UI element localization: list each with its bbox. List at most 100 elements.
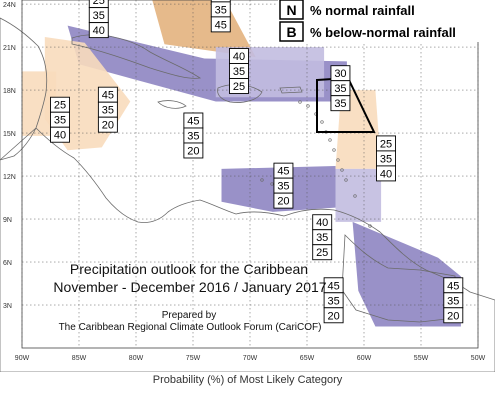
forecast-value: 40 bbox=[380, 168, 392, 180]
y-tick-label: 3N bbox=[3, 303, 12, 310]
forecast-value: 40 bbox=[233, 51, 245, 63]
axis-caption: Probability (%) of Most Likely Category bbox=[152, 374, 343, 386]
forecast-box-hispaniola: 40 35 25 bbox=[229, 48, 249, 94]
x-tick-label: 55W bbox=[414, 355, 429, 362]
x-tick-label: 70W bbox=[243, 355, 258, 362]
forecast-value: 35 bbox=[380, 153, 392, 165]
y-tick-label: 6N bbox=[3, 260, 12, 267]
forecast-value: 35 bbox=[447, 295, 459, 307]
island-mark bbox=[260, 178, 264, 182]
island-mark bbox=[336, 158, 340, 162]
forecast-cell bbox=[183, 142, 204, 159]
forecast-value: 40 bbox=[93, 25, 105, 37]
island-mark bbox=[368, 224, 372, 228]
forecast-boxes: 3545253540253540453520403525453520303535… bbox=[50, 0, 464, 324]
outlook-title-line1: Precipitation outlook for the Caribbean bbox=[70, 261, 308, 277]
forecast-value: 45 bbox=[215, 19, 227, 31]
forecast-value: 40 bbox=[54, 130, 66, 142]
island-mark bbox=[332, 148, 336, 152]
forecast-value: 35 bbox=[215, 4, 227, 16]
x-tick-label: 65W bbox=[300, 355, 315, 362]
y-tick-label: 21N bbox=[3, 45, 16, 52]
forecast-value: 35 bbox=[187, 130, 199, 142]
jamaica-coast bbox=[157, 100, 187, 109]
forecast-value: 40 bbox=[316, 217, 328, 229]
forecast-box-suriname: 45 35 20 bbox=[443, 277, 464, 324]
map-frame bbox=[21, 0, 479, 349]
forecast-cell bbox=[323, 307, 344, 324]
forecast-value: 45 bbox=[327, 280, 339, 292]
forecast-value: 25 bbox=[233, 81, 245, 93]
y-tick-label: 12N bbox=[3, 174, 16, 181]
forecast-value: 45 bbox=[187, 115, 199, 127]
forecast-value: 20 bbox=[327, 310, 339, 322]
forecast-value: 20 bbox=[277, 196, 289, 208]
forecast-value: 25 bbox=[316, 247, 328, 259]
forecast-box-trinidad: 40 35 25 bbox=[312, 214, 333, 261]
forecast-value: 35 bbox=[334, 98, 346, 110]
forecast-box-haiti-south: 45 35 20 bbox=[183, 112, 204, 159]
legend-panel bbox=[278, 0, 495, 42]
island-mark bbox=[353, 194, 357, 198]
forecast-box-west-cuba: 25 35 40 bbox=[88, 0, 109, 39]
y-tick-label: 9N bbox=[3, 217, 12, 224]
forecast-value: 20 bbox=[102, 120, 114, 132]
island-mark bbox=[306, 104, 310, 108]
island-mark bbox=[344, 178, 348, 182]
y-tick-label: 18N bbox=[3, 88, 16, 95]
x-tick-label: 90W bbox=[15, 355, 30, 362]
forecast-cell bbox=[330, 95, 351, 112]
forecast-box-yucatan: 25 35 40 bbox=[50, 96, 70, 143]
forecast-value: 35 bbox=[334, 83, 346, 95]
forecast-cell bbox=[229, 78, 249, 94]
forecast-cell bbox=[376, 165, 396, 182]
forecast-value: 35 bbox=[316, 232, 328, 244]
forecast-cell bbox=[88, 22, 109, 39]
forecast-value: 35 bbox=[102, 105, 114, 117]
forecast-cell bbox=[443, 307, 464, 324]
forecast-value: 35 bbox=[93, 10, 105, 22]
forecast-cell bbox=[50, 126, 70, 143]
region-guianas bbox=[352, 221, 461, 327]
legend-box-n bbox=[279, 0, 304, 20]
y-tick-label: 15N bbox=[3, 131, 16, 138]
legend-code-n: N bbox=[286, 2, 296, 18]
forecast-value: 45 bbox=[277, 166, 289, 178]
x-tick-label: 85W bbox=[72, 355, 87, 362]
y-tick-label: 24N bbox=[3, 2, 16, 9]
forecast-box-aruba: 45 35 20 bbox=[273, 162, 294, 209]
legend-text-n: % normal rainfall bbox=[310, 3, 415, 18]
forecast-value: 20 bbox=[187, 145, 199, 157]
forecast-value: 35 bbox=[327, 295, 339, 307]
forecast-cell bbox=[210, 16, 231, 33]
forecast-value: 25 bbox=[380, 138, 392, 150]
forecast-value: 45 bbox=[447, 280, 459, 292]
caribbean-precipitation-map: 90W 85W 80W 75W 70W 65W 60W 55W 50W 24N 21N 18N 15N 1… bbox=[0, 0, 495, 372]
central-america-coast bbox=[0, 127, 495, 372]
x-tick-label: 50W bbox=[471, 355, 486, 362]
legend-box-b bbox=[279, 21, 304, 42]
x-tick-label: 60W bbox=[357, 355, 372, 362]
forecast-value: 35 bbox=[277, 181, 289, 193]
puerto-rico-coast bbox=[279, 86, 303, 94]
legend: N % normal rainfall B % below-normal rai… bbox=[278, 0, 495, 42]
forecast-value: 45 bbox=[102, 90, 114, 102]
forecast-value: 25 bbox=[54, 100, 66, 112]
forecast-value: 20 bbox=[447, 310, 459, 322]
x-tick-label: 75W bbox=[186, 355, 201, 362]
legend-code-b: B bbox=[286, 24, 296, 40]
legend-text-b: % below-normal rainfall bbox=[310, 25, 456, 40]
forecast-value: 25 bbox=[93, 0, 105, 7]
forecast-cell bbox=[97, 116, 118, 133]
island-mark bbox=[298, 100, 302, 104]
organization-text: The Caribbean Regional Climate Outlook F… bbox=[59, 322, 322, 333]
forecast-box-jamaica: 45 35 20 bbox=[97, 86, 118, 133]
forecast-value: 35 bbox=[54, 115, 66, 127]
forecast-value: 30 bbox=[334, 68, 346, 80]
island-mark bbox=[320, 120, 324, 124]
forecast-cell bbox=[312, 244, 333, 261]
island-mark bbox=[328, 138, 332, 142]
x-tick-label: 80W bbox=[129, 355, 144, 362]
forecast-cell bbox=[273, 192, 294, 209]
